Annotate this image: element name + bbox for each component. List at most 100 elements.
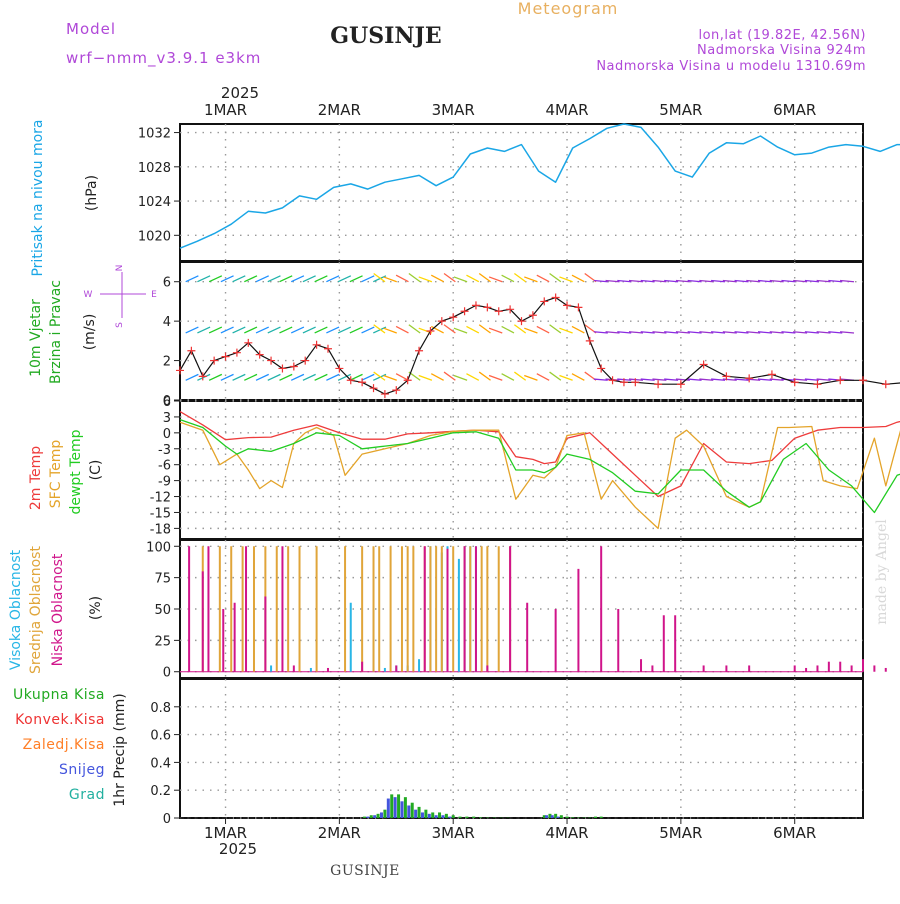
wind-arrow bbox=[233, 276, 246, 282]
ytick-label: 0.2 bbox=[150, 784, 171, 799]
wind-arrow bbox=[326, 276, 339, 282]
precip-bar bbox=[363, 817, 366, 818]
precip-legend-frz: Zaledj.Kisa bbox=[23, 737, 105, 753]
wind-arrow bbox=[466, 275, 478, 282]
precip-bar bbox=[452, 815, 455, 818]
wind-arrow bbox=[384, 375, 397, 380]
temp-unit: (C) bbox=[88, 460, 104, 481]
precip-bar bbox=[435, 815, 438, 818]
precip-bar bbox=[600, 817, 603, 818]
ytick-label: -15 bbox=[150, 506, 171, 521]
ytick-label: 75 bbox=[154, 572, 171, 587]
wind-ylabel2: Brzina i Pravac bbox=[48, 280, 64, 384]
ytick-label: 1024 bbox=[138, 195, 171, 210]
wind-arrow bbox=[419, 277, 432, 282]
wind-speed-marker bbox=[483, 303, 491, 311]
wind-arrow bbox=[362, 276, 375, 282]
panel-grids bbox=[180, 124, 863, 818]
top-xtick-label: 4MAR bbox=[545, 101, 588, 119]
wind-arrow bbox=[221, 374, 234, 380]
wind-speed-marker bbox=[267, 357, 275, 365]
wind-arrow bbox=[256, 374, 269, 380]
wind-speed-marker bbox=[586, 337, 594, 345]
year-bottom: 2025 bbox=[219, 840, 257, 858]
wind-arrow bbox=[291, 374, 304, 380]
ytick-label: 25 bbox=[154, 634, 171, 649]
precip-bar bbox=[394, 797, 397, 818]
wind-arrow bbox=[550, 325, 561, 333]
wind-arrow bbox=[338, 276, 351, 282]
wind-arrow bbox=[256, 327, 269, 333]
wind-arrow bbox=[559, 375, 572, 380]
wind-unit: (m/s) bbox=[82, 314, 98, 351]
wind-arrow bbox=[537, 374, 549, 381]
wind-arrow bbox=[502, 374, 514, 381]
wind-arrow bbox=[537, 326, 549, 333]
wind-speed-marker bbox=[210, 357, 218, 365]
wind-arrow bbox=[233, 374, 246, 380]
wind-arrow bbox=[326, 374, 339, 380]
wind-arrow bbox=[524, 277, 537, 282]
wind-arrow bbox=[489, 277, 502, 282]
wind-arrow bbox=[550, 273, 561, 281]
wind-arrow bbox=[396, 275, 408, 282]
wind-arrow bbox=[454, 375, 467, 380]
precip-bar bbox=[387, 799, 390, 818]
bottom-xtick-label: 4MAR bbox=[545, 824, 588, 842]
wind-arrow bbox=[396, 326, 408, 333]
wind-arrow bbox=[431, 374, 443, 381]
top-xtick-label: 3MAR bbox=[432, 101, 475, 119]
precip-bar bbox=[594, 817, 597, 818]
wind-arrow bbox=[502, 326, 514, 333]
cloud-ylabel3: Niska Oblacnost bbox=[50, 553, 66, 666]
precip-bar bbox=[571, 817, 574, 818]
wind-speed-marker bbox=[278, 364, 286, 372]
ytick-label: 1032 bbox=[138, 127, 171, 142]
wind-arrow bbox=[268, 327, 281, 333]
wind-arrow bbox=[489, 375, 502, 380]
bottom-xtick-label: 5MAR bbox=[659, 824, 702, 842]
ytick-label: 4 bbox=[163, 315, 171, 330]
ytick-label: 1020 bbox=[138, 229, 171, 244]
wind-arrow bbox=[197, 276, 210, 282]
precip-bar bbox=[407, 805, 410, 818]
precip-bar bbox=[479, 817, 482, 818]
wind-arrow bbox=[221, 276, 234, 282]
ytick-label: -18 bbox=[150, 522, 171, 537]
wind-arrow bbox=[454, 277, 467, 282]
precip-bar bbox=[448, 817, 451, 818]
wind-arrow bbox=[409, 273, 420, 281]
wind-speed-marker bbox=[859, 376, 867, 384]
wind-arrow bbox=[572, 275, 584, 282]
wind-arrow bbox=[279, 327, 292, 333]
precip-legend-graupel: Grad bbox=[69, 787, 105, 803]
precip-bar bbox=[414, 810, 417, 818]
precip-bar bbox=[373, 815, 376, 818]
precip-bar bbox=[560, 815, 563, 818]
wind-arrow bbox=[233, 327, 246, 333]
ytick-label: 0.4 bbox=[150, 756, 171, 771]
wind-arrow bbox=[303, 374, 316, 380]
ytick-label: 2 bbox=[163, 355, 171, 370]
wind-arrow bbox=[559, 277, 572, 282]
wind-panel bbox=[176, 273, 900, 398]
wind-arrow bbox=[256, 276, 269, 282]
cloud-ylabel: Visoka Oblacnost bbox=[8, 549, 24, 670]
wind-arrow bbox=[291, 276, 304, 282]
wind-arrow bbox=[489, 328, 502, 333]
wind-speed-marker bbox=[187, 347, 195, 355]
precip-bar bbox=[445, 814, 448, 818]
ytick-label: 50 bbox=[154, 603, 171, 618]
precip-bar bbox=[465, 817, 468, 818]
wind-speed-marker bbox=[290, 362, 298, 370]
temp-line-1 bbox=[180, 417, 900, 529]
wind-speed-marker bbox=[415, 347, 423, 355]
wind-speed-marker bbox=[813, 380, 821, 388]
wind-speed-marker bbox=[563, 301, 571, 309]
precip-bar bbox=[370, 815, 373, 818]
precip-bar bbox=[404, 797, 407, 818]
wind-arrow bbox=[186, 276, 199, 282]
wind-arrow bbox=[186, 374, 199, 380]
